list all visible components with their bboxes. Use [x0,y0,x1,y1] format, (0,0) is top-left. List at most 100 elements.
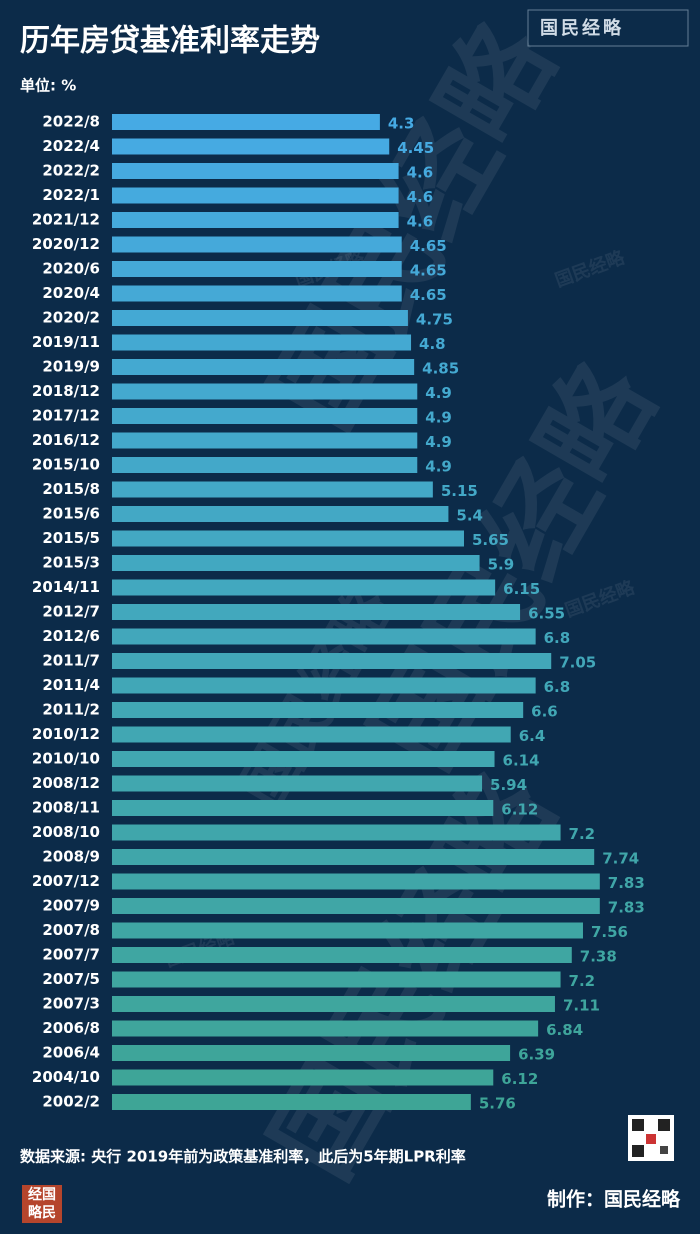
y-tick-label: 2019/9 [42,358,100,376]
bar [112,579,496,596]
y-tick-label: 2014/11 [32,578,100,596]
bar [112,628,536,645]
data-label: 4.9 [425,384,452,402]
bar [112,114,380,130]
data-label: 4.3 [388,115,415,133]
data-label: 4.75 [416,311,453,329]
y-tick-label: 2007/3 [42,995,100,1013]
bars: 2022/8 4.3 2022/4 4.45 2022/2 4.6 2022/1 4.6 202… [32,113,645,1113]
bar [112,432,418,449]
y-tick-label: 2011/2 [42,701,100,719]
brand-logo: 国民经略 [540,17,624,39]
bar [112,212,399,228]
data-label: 7.2 [569,972,596,990]
y-tick-label: 2011/7 [42,652,100,670]
unit-label: 单位: % [20,77,76,95]
y-tick-label: 2010/12 [32,725,100,743]
bottom-logo-text: 经国 [28,1186,56,1203]
data-label: 5.94 [490,776,527,794]
data-label: 6.12 [501,801,538,819]
y-tick-label: 2008/10 [32,823,100,841]
y-tick-label: 2022/8 [42,113,100,131]
credit: 制作：国民经略 [547,1188,681,1211]
data-label: 4.8 [419,335,446,353]
y-tick-label: 2020/12 [32,235,100,253]
y-tick-label: 2002/2 [42,1093,100,1111]
y-tick-label: 2016/12 [32,431,100,449]
y-tick-label: 2017/12 [32,407,100,425]
bar [112,1020,539,1037]
y-tick-label: 2015/8 [42,480,100,498]
bar [112,359,415,375]
data-label: 6.15 [503,580,540,598]
data-label: 4.85 [422,360,459,378]
data-label: 6.8 [544,629,571,647]
data-label: 4.6 [407,164,434,182]
data-label: 7.83 [608,899,645,917]
data-label: 5.15 [441,482,478,500]
bar [112,800,494,816]
y-tick-label: 2006/8 [42,1019,100,1037]
bar [112,383,418,400]
data-label: 6.8 [544,678,571,696]
y-tick-label: 2021/12 [32,211,100,229]
data-label: 6.12 [501,1070,538,1088]
y-tick-label: 2008/11 [32,799,100,817]
y-tick-label: 2020/4 [42,284,100,302]
chart-title: 历年房贷基准利率走势 [20,24,320,59]
bar [112,408,418,424]
bar [112,1045,511,1061]
bar [112,604,521,620]
y-tick-label: 2008/12 [32,774,100,792]
y-tick-label: 2020/2 [42,309,100,327]
data-label: 7.05 [559,654,596,672]
qr-code [628,1115,674,1161]
data-label: 6.4 [519,727,546,745]
y-tick-label: 2015/3 [42,554,100,572]
bar [112,702,524,718]
y-tick-label: 2010/10 [32,750,100,768]
source-note: 数据来源: 央行 2019年前为政策基准利率，此后为5年期LPR利率 [20,1148,466,1166]
bar [112,555,480,571]
y-tick-label: 2007/12 [32,872,100,890]
data-label: 4.65 [410,286,447,304]
data-label: 4.45 [397,139,434,157]
y-tick-label: 2015/5 [42,529,100,547]
y-tick-label: 2012/7 [42,603,100,621]
data-label: 7.11 [563,997,600,1015]
y-tick-label: 2015/10 [32,456,100,474]
y-tick-label: 2015/6 [42,505,100,523]
data-label: 5.4 [456,507,483,525]
y-tick-label: 2022/2 [42,162,100,180]
y-tick-label: 2022/4 [42,137,100,155]
bar [112,334,412,351]
bar [112,898,600,914]
data-label: 5.76 [479,1095,516,1113]
data-label: 7.2 [569,825,596,843]
bottom-logo-text: 略民 [28,1204,56,1221]
bar [112,677,536,694]
y-tick-label: 2022/1 [42,186,100,204]
bottom-logo-box [22,1185,62,1223]
bar [112,947,572,963]
data-label: 6.84 [546,1021,583,1039]
bar [112,187,399,204]
data-label: 7.74 [602,850,639,868]
bar [112,481,433,498]
bar [112,1069,494,1086]
bar [112,1094,471,1110]
bar [112,163,399,179]
data-label: 4.6 [407,188,434,206]
bar [112,873,600,890]
bar [112,726,511,743]
data-label: 6.55 [528,605,565,623]
bar [112,310,408,326]
y-tick-label: 2020/6 [42,260,100,278]
bar [112,261,402,277]
bar [112,236,402,253]
y-tick-label: 2007/7 [42,946,100,964]
data-label: 6.14 [503,752,540,770]
bar [112,653,552,669]
bar [112,506,449,522]
